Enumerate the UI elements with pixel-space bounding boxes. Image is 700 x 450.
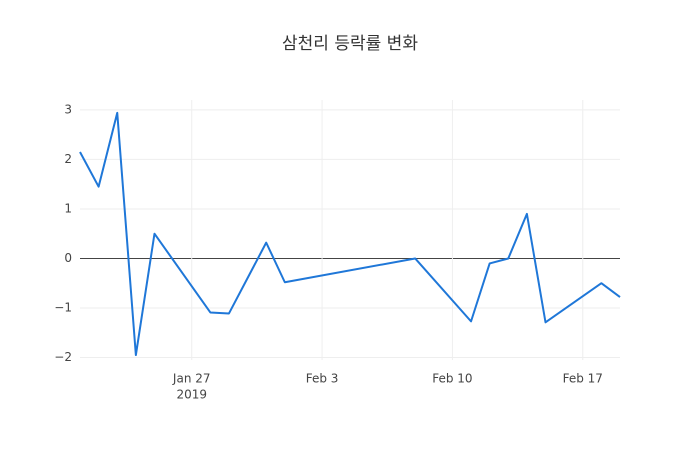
x-tick-sublabel: 2019	[176, 388, 207, 402]
line-series	[79, 111, 621, 357]
chart-title: 삼천리 등락률 변화	[282, 34, 418, 54]
y-tick-label: 3	[64, 102, 72, 116]
y-tick-label: 2	[64, 152, 72, 166]
y-tick-label: 1	[64, 201, 72, 215]
x-tick-label: Jan 27	[172, 372, 211, 386]
y-tick-label: 0	[64, 251, 72, 265]
x-tick-label: Feb 10	[432, 372, 472, 386]
x-tick-label: Feb 3	[306, 372, 339, 386]
x-tick-label: Feb 17	[563, 372, 603, 386]
y-tick-label: −2	[54, 350, 72, 364]
y-tick-label: −1	[54, 301, 72, 315]
